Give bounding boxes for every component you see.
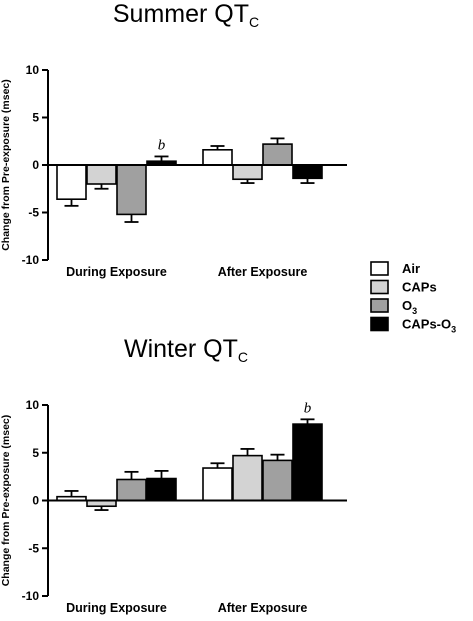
category-label: After Exposure [218,265,308,279]
bar-caps-o3-0 [146,477,177,502]
y-axis-label: Change from Pre-exposure (msec) [0,415,12,587]
bar-caps-o3-1 [292,164,323,180]
significance-annotation: b [304,400,312,416]
y-tick-label: 0 [32,494,39,508]
bar-caps-1 [232,164,263,181]
y-tick-label: 5 [32,446,39,460]
legend-swatch [370,261,389,276]
chart-title-subscript: C [238,349,248,365]
bar-o3-1 [262,143,293,166]
y-tick-label: -5 [28,541,39,555]
chart-title-main: Summer QT [113,0,249,28]
category-label: During Exposure [66,265,167,279]
legend-label-main: CAPs-O [402,317,451,332]
y-axis-label: Change from Pre-exposure (msec) [0,79,12,251]
bar-caps-o3-1 [292,423,323,502]
legend-label: O3 [402,298,417,316]
bar-air-1 [202,149,233,166]
bar-caps-0 [86,164,117,185]
legend-swatch [370,316,389,332]
legend-swatch [370,298,389,313]
category-label: After Exposure [218,601,308,615]
y-tick-label: -5 [28,206,39,220]
y-tick-label: 10 [26,398,40,412]
y-tick-label: 5 [32,111,39,125]
y-tick-label: -10 [22,589,40,603]
chart-title: Summer QTC [113,0,259,30]
legend-label: CAPs [402,280,437,295]
legend-swatch [370,279,389,295]
y-tick-label: 0 [32,158,39,172]
bar-o3-0 [116,478,147,502]
legend-label: CAPs-O3 [402,317,456,335]
legend-label-subscript: 3 [412,306,417,316]
winter-chart: Winter QTC Change from Pre-exposure (msec… [0,335,347,615]
significance-annotation: b [158,137,166,153]
bar-air-0 [56,164,87,201]
bar-caps-1 [232,454,263,502]
y-tick-label: 10 [26,63,40,77]
legend-label-main: Air [402,261,420,276]
bar-o3-0 [116,164,147,216]
summer-chart: Summer QTC Change from Pre-exposure (msec… [0,0,347,279]
chart-title-subscript: C [249,14,259,30]
bar-o3-1 [262,459,293,502]
y-tick-label: -10 [22,253,40,267]
legend-label-main: O [402,298,412,313]
legend-label-subscript: 3 [451,325,456,335]
chart-title: Winter QTC [124,335,248,365]
legend-label: Air [402,261,420,276]
category-label: During Exposure [66,601,167,615]
bar-air-1 [202,467,233,502]
chart-title-main: Winter QT [124,335,238,363]
legend-label-main: CAPs [402,280,437,295]
